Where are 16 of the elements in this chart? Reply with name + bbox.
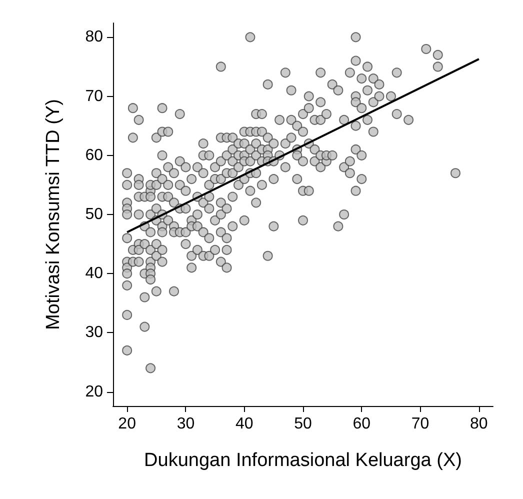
- x-tick-label: 30: [176, 416, 195, 432]
- y-axis-title: Motivasi Konsumsi TTD (Y): [43, 99, 64, 330]
- x-tick-label: 70: [411, 416, 430, 432]
- y-tick-label: 60: [85, 146, 104, 164]
- x-tick-label: 60: [352, 416, 371, 432]
- y-tick-label: 30: [85, 324, 104, 342]
- y-tick-label: 40: [85, 265, 104, 282]
- x-tick-label: 20: [118, 416, 136, 432]
- x-tick-label: 50: [294, 416, 312, 432]
- x-axis-title: Dukungan Informasional Keluarga (X): [144, 450, 462, 471]
- y-tick-label: 80: [85, 28, 104, 46]
- x-tick-label: 40: [235, 416, 254, 432]
- x-tick-label: 80: [470, 416, 488, 432]
- y-tick-label: 70: [85, 88, 104, 105]
- y-tick-label: 20: [85, 383, 104, 400]
- y-tick-label: 50: [85, 206, 104, 223]
